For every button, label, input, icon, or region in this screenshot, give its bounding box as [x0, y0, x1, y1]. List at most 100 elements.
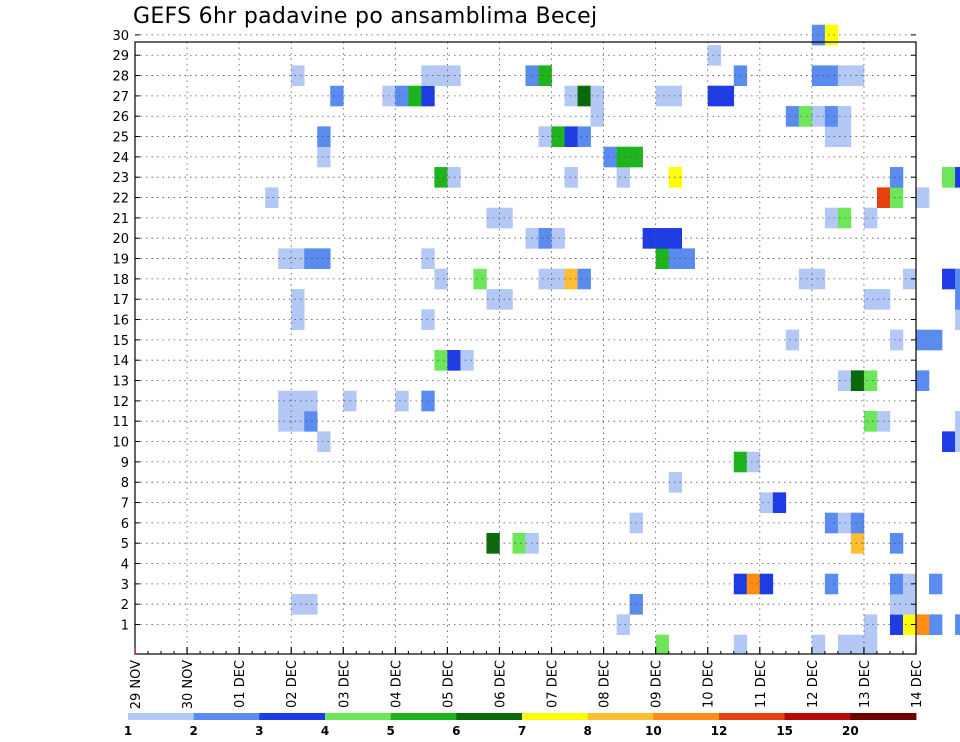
grid-lines [135, 34, 916, 654]
x-tick-label: 08 DEC [598, 660, 613, 708]
legend-label: 1 [124, 724, 132, 738]
x-tick-label: 03 DEC [337, 660, 352, 708]
heatmap-cell [955, 309, 960, 330]
y-tick-label: 6 [121, 517, 129, 532]
heatmap-cell [850, 370, 865, 391]
heatmap-cell [850, 65, 865, 87]
heatmap-cell [863, 634, 878, 655]
heatmap-cell [746, 573, 761, 595]
heatmap-cell [863, 289, 878, 310]
heatmap-cell [304, 248, 318, 269]
heatmap-cell [421, 309, 435, 330]
chart-title: GEFS 6hr padavine po ansamblima Becej [133, 4, 598, 29]
heatmap-cell [538, 228, 552, 249]
heatmap-cell [512, 533, 526, 554]
legend-label: 4 [321, 724, 329, 738]
y-tick-label: 3 [121, 578, 129, 593]
heatmap-cell [434, 350, 448, 371]
heatmap-cell [616, 167, 630, 188]
heatmap-cell [551, 126, 565, 148]
heatmap-cell [929, 573, 943, 595]
x-tick-label: 07 DEC [546, 660, 561, 708]
x-tick-label: 29 NOV [129, 660, 144, 709]
legend-label: 20 [842, 724, 859, 738]
x-tick-label: 02 DEC [285, 660, 300, 708]
heatmap-cell [889, 167, 904, 188]
y-tick-label: 7 [121, 497, 129, 512]
heatmap-cell [955, 268, 960, 290]
heatmap-cell [291, 65, 305, 87]
y-tick-label: 30 [112, 29, 129, 44]
heatmap-cell [473, 268, 487, 290]
heatmap-cell [929, 614, 943, 635]
heatmap-cell [538, 268, 552, 290]
heatmap-cell [824, 65, 839, 87]
heatmap-cell [811, 106, 826, 127]
heatmap-cell [798, 268, 813, 290]
heatmap-cell [942, 268, 956, 290]
heatmap-cell [889, 614, 904, 635]
y-tick-label: 23 [112, 171, 129, 186]
heatmap-cell [720, 85, 735, 107]
x-tick-label: 10 DEC [702, 660, 717, 708]
heatmap-cell [408, 85, 422, 107]
heatmap-cell [564, 126, 578, 148]
legend-label: 15 [776, 724, 793, 738]
heatmap-cell [330, 85, 344, 107]
heatmap-cell [889, 573, 904, 595]
legend-swatch [456, 713, 523, 720]
legend-label: 10 [645, 724, 662, 738]
heatmap-cell [955, 614, 960, 635]
x-tick-label: 05 DEC [441, 660, 456, 708]
heatmap-cell [850, 512, 865, 534]
heatmap-cell [655, 85, 669, 107]
legend-swatch [259, 713, 326, 720]
y-tick-label: 19 [112, 253, 129, 268]
heatmap-cell [291, 309, 305, 330]
x-tick-label: 04 DEC [389, 660, 404, 708]
x-tick-label: 06 DEC [493, 660, 508, 708]
x-tick-label: 13 DEC [858, 660, 873, 708]
y-tick-label: 14 [112, 354, 129, 369]
y-tick-label: 26 [112, 110, 129, 125]
legend-label: 6 [452, 724, 460, 738]
heatmap-cell [850, 634, 865, 655]
heatmap-cell [291, 594, 305, 615]
heatmap-cell [707, 85, 722, 107]
heatmap-cell [824, 24, 839, 46]
legend-swatch [653, 713, 720, 720]
y-tick-label: 12 [112, 395, 129, 410]
heatmap-cell [902, 573, 917, 595]
heatmap-cell [538, 65, 552, 87]
heatmap-cell [759, 573, 774, 595]
heatmap-cell [603, 146, 617, 168]
heatmap-cell [577, 126, 591, 148]
heatmap-cell [265, 187, 279, 209]
heatmap-cell [655, 248, 669, 269]
heatmap-cell [434, 268, 448, 290]
heatmap-cell [916, 329, 930, 351]
heatmap-cell [564, 268, 578, 290]
y-tick-label: 9 [121, 456, 129, 471]
y-tick-label: 20 [112, 232, 129, 247]
y-tick-label: 28 [112, 70, 129, 85]
heatmap-cell [902, 614, 917, 635]
heatmap-cell [291, 248, 305, 269]
x-tick-label: 01 DEC [233, 660, 248, 708]
heatmap-cell [759, 492, 774, 513]
heatmap-cell [863, 614, 878, 635]
heatmap-cell [395, 390, 409, 412]
y-tick-label: 10 [112, 436, 129, 451]
y-tick-label: 2 [121, 598, 129, 613]
heatmap-cell [564, 167, 578, 188]
heatmap-cell [707, 45, 722, 66]
heatmap-cell [317, 146, 331, 168]
x-tick-label: 14 DEC [910, 660, 925, 708]
x-tick-label: 09 DEC [650, 660, 665, 708]
heatmap-cell [889, 594, 904, 615]
heatmap-cell [824, 512, 839, 534]
heatmap-cell [955, 167, 960, 188]
y-tick-label: 22 [112, 192, 129, 207]
x-axis: 29 NOV 30 NOV 01 DEC 02 DEC 03 DEC 04 DEC 05 D… [129, 647, 925, 709]
y-tick-label: 11 [112, 415, 129, 430]
